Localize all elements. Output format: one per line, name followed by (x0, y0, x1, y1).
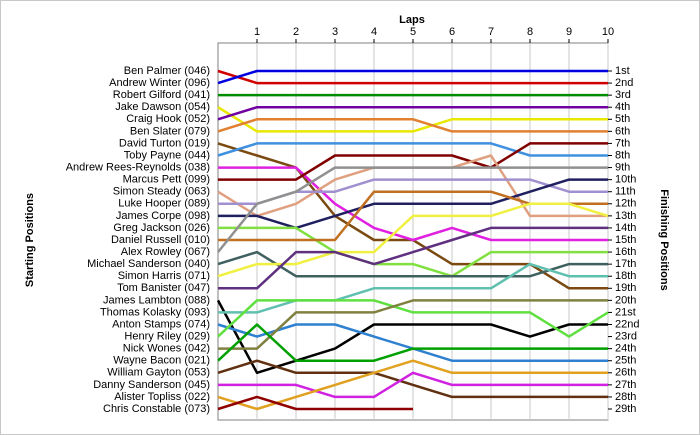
lap-line (217, 69, 608, 85)
y2-tick-label: 23rd (615, 330, 637, 342)
y-tick-label: Greg Jackson (026) (113, 222, 210, 234)
y-tick-label: Wayne Bacon (021) (113, 355, 210, 367)
lap-line (217, 359, 608, 411)
lap-line (217, 105, 608, 121)
x-tick-label: 2 (293, 26, 299, 38)
y2-tick-label: 18th (615, 270, 636, 282)
y-tick-label: Craig Hook (052) (126, 113, 210, 125)
lap-line (217, 166, 608, 253)
y2-tick-label: 25th (615, 355, 636, 367)
x-tick-label: 6 (449, 26, 455, 38)
lap-line (217, 359, 608, 399)
lap-line (217, 250, 608, 278)
y2-tick-label: 29th (615, 403, 636, 415)
y2-tick-label: 16th (615, 246, 636, 258)
lap-line (218, 262, 608, 314)
y-tick-label: Danny Sanderson (045) (93, 379, 210, 391)
y-tick-label: Andrew Rees-Reynolds (038) (66, 161, 210, 173)
y2-axis-title: Finishing Positions (658, 189, 670, 290)
y2-tick-label: 11th (615, 186, 636, 198)
x-tick-label: 10 (602, 26, 614, 38)
x-tick-label: 9 (566, 26, 572, 38)
lap-line (218, 178, 608, 230)
y-tick-label: Ben Slater (079) (130, 125, 210, 137)
y2-tick-label: 6th (615, 125, 630, 137)
lap-line (218, 166, 608, 242)
y-tick-label: Henry Riley (029) (124, 330, 210, 342)
y2-tick-label: 12th (615, 198, 636, 210)
y2-tick-label: 15th (615, 234, 636, 246)
lap-line (217, 106, 608, 133)
y-tick-label: Michael Sanderson (040) (87, 258, 210, 270)
y2-tick-label: 9th (615, 161, 630, 173)
chart-title: Laps (399, 14, 425, 26)
lap-line (218, 226, 608, 278)
y2-tick-label: 17th (615, 258, 636, 270)
x-tick-label: 4 (371, 26, 377, 38)
y2-tick-label: 24th (615, 343, 636, 355)
y-tick-label: Jake Dawson (054) (115, 101, 210, 113)
y2-tick-label: 3rd (615, 89, 631, 101)
lap-line (216, 299, 608, 375)
lap-line (217, 395, 413, 411)
x-tick-label: 5 (410, 26, 416, 38)
lap-line (218, 371, 608, 399)
y2-tick-label: 14th (615, 222, 636, 234)
y2-tick-label: 21st (615, 306, 636, 318)
lap-line (218, 226, 608, 290)
y-tick-label: William Gayton (053) (107, 367, 210, 379)
y-tick-label: Marcus Pett (099) (123, 174, 210, 186)
y-tick-label: Toby Payne (044) (124, 149, 210, 161)
y-tick-label: Anton Stamps (074) (112, 318, 210, 330)
y2-tick-label: 28th (615, 391, 636, 403)
y-tick-label: James Corpe (098) (116, 210, 210, 222)
y-tick-label: Nick Wones (042) (123, 343, 210, 355)
y2-tick-label: 2nd (615, 77, 633, 89)
lap-line (217, 299, 609, 338)
y2-tick-label: 1st (615, 65, 630, 77)
lap-line (218, 299, 608, 350)
y-tick-label: Alister Topliss (022) (114, 391, 210, 403)
y2-tick-label: 27th (615, 379, 636, 391)
y2-tick-label: 7th (615, 137, 630, 149)
y-tick-label: Simon Harris (071) (118, 270, 210, 282)
y2-tick-label: 26th (615, 367, 636, 379)
y2-tick-label: 8th (615, 149, 630, 161)
lap-line (217, 118, 608, 133)
y-tick-label: Simon Steady (063) (113, 186, 210, 198)
lap-line (217, 142, 608, 157)
x-tick-label: 3 (332, 26, 338, 38)
y2-tick-label: 4th (615, 101, 630, 113)
y2-tick-label: 5th (615, 113, 630, 125)
y2-tick-label: 19th (615, 282, 636, 294)
y-tick-label: Daniel Russell (010) (111, 234, 210, 246)
y2-tick-label: 20th (615, 294, 636, 306)
lap-line (217, 323, 608, 362)
y-axis-title: Starting Positions (24, 193, 36, 287)
y-tick-label: Alex Rowley (067) (121, 246, 210, 258)
y-tick-label: Thomas Kolasky (093) (100, 306, 210, 318)
lap-line (218, 142, 608, 181)
y-tick-label: Luke Hooper (089) (118, 198, 210, 210)
y-tick-label: Andrew Winter (096) (109, 77, 210, 89)
y-tick-label: David Turton (019) (119, 137, 210, 149)
x-tick-label: 1 (254, 26, 260, 38)
x-tick-label: 7 (488, 26, 494, 38)
y2-tick-label: 13th (615, 210, 636, 222)
y2-tick-label: 10th (615, 174, 636, 186)
x-tick-label: 8 (527, 26, 533, 38)
y-tick-label: Ben Palmer (046) (124, 65, 210, 77)
lap-line (217, 69, 608, 85)
y-tick-label: Tom Banister (047) (117, 282, 210, 294)
y-tick-label: Chris Constable (073) (103, 403, 210, 415)
y-tick-label: Robert Gilford (041) (113, 89, 210, 101)
y-tick-label: James Lambton (088) (103, 294, 210, 306)
y2-tick-label: 22nd (615, 318, 639, 330)
